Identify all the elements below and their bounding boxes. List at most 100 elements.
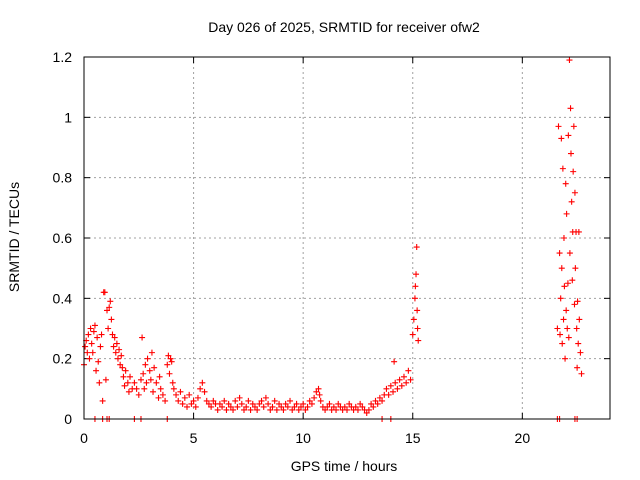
data-point: [151, 364, 158, 371]
data-point: [289, 406, 296, 413]
data-point: [405, 367, 412, 374]
data-point: [567, 150, 574, 157]
data-point: [376, 394, 383, 401]
data-point: [341, 403, 348, 410]
x-axis-label: GPS time / hours: [291, 458, 398, 474]
data-point: [557, 331, 564, 338]
data-point: [113, 340, 120, 347]
data-point: [560, 316, 567, 323]
data-point: [124, 379, 131, 386]
data-point: [574, 298, 581, 305]
data-point: [140, 370, 147, 377]
data-point: [88, 340, 95, 347]
data-point: [141, 385, 148, 392]
data-point: [260, 403, 267, 410]
data-point: [104, 307, 111, 314]
data-point: [269, 403, 276, 410]
data-point: [175, 397, 182, 404]
data-point: [214, 406, 221, 413]
data-point: [147, 376, 154, 383]
data-point: [98, 331, 105, 338]
data-point: [143, 379, 150, 386]
x-tick-label: 15: [405, 430, 421, 446]
axis-ticks: [83, 56, 610, 420]
data-point: [157, 385, 164, 392]
data-point: [166, 370, 173, 377]
data-point: [568, 198, 575, 205]
data-point: [562, 355, 569, 362]
data-point: [573, 325, 580, 332]
data-point: [181, 394, 188, 401]
data-point: [87, 325, 94, 332]
data-point: [93, 367, 100, 374]
data-point: [392, 379, 399, 386]
x-tick-label: 0: [80, 430, 88, 446]
data-point: [578, 370, 585, 377]
data-point: [251, 403, 258, 410]
data-point: [304, 403, 311, 410]
data-point: [162, 397, 169, 404]
data-point: [577, 349, 584, 356]
data-point: [559, 165, 566, 172]
data-point: [247, 406, 254, 413]
y-tick-label: 1: [64, 109, 72, 125]
y-tick-label: 0.4: [53, 290, 73, 306]
data-point: [219, 403, 226, 410]
data-point: [148, 349, 155, 356]
data-point: [95, 358, 102, 365]
data-point: [565, 132, 572, 139]
data-point: [335, 400, 342, 407]
data-point: [413, 271, 420, 278]
data-point: [159, 391, 166, 398]
data-point: [94, 334, 101, 341]
data-point: [184, 403, 191, 410]
data-point: [186, 391, 193, 398]
data-point: [394, 385, 401, 392]
data-point: [169, 379, 176, 386]
data-point: [575, 228, 582, 235]
data-point: [91, 322, 98, 329]
data-point: [85, 331, 92, 338]
data-point: [410, 316, 417, 323]
data-point: [560, 235, 567, 241]
data-point: [101, 289, 108, 296]
data-point: [271, 397, 278, 404]
data-point: [223, 406, 230, 413]
data-point: [372, 397, 379, 404]
y-tick-label: 0: [64, 411, 72, 427]
data-point: [89, 349, 96, 356]
data-point: [317, 397, 324, 404]
data-point: [249, 400, 256, 407]
data-point: [208, 403, 215, 410]
data-point: [122, 367, 129, 374]
data-point: [139, 334, 146, 341]
data-point: [111, 334, 118, 341]
data-point: [238, 400, 245, 407]
data-point: [273, 406, 280, 413]
data-point: [121, 382, 128, 389]
data-point: [216, 400, 223, 407]
data-point: [297, 403, 304, 410]
data-point: [265, 400, 272, 407]
data-point: [566, 57, 573, 64]
data-point: [179, 400, 186, 407]
data-point: [575, 340, 582, 347]
data-point: [363, 409, 370, 416]
data-point: [554, 325, 561, 332]
data-point: [243, 403, 250, 410]
data-point: [131, 379, 138, 386]
data-point: [114, 355, 121, 362]
data-point: [352, 403, 359, 410]
data-point: [570, 168, 577, 175]
data-point: [566, 250, 573, 257]
data-points: [81, 57, 585, 422]
data-point: [411, 295, 418, 302]
data-point: [316, 391, 323, 398]
data-point: [137, 376, 144, 383]
data-point: [284, 403, 291, 410]
data-point: [201, 388, 208, 395]
data-point: [135, 391, 142, 398]
data-point: [125, 388, 132, 395]
data-point: [156, 373, 163, 380]
